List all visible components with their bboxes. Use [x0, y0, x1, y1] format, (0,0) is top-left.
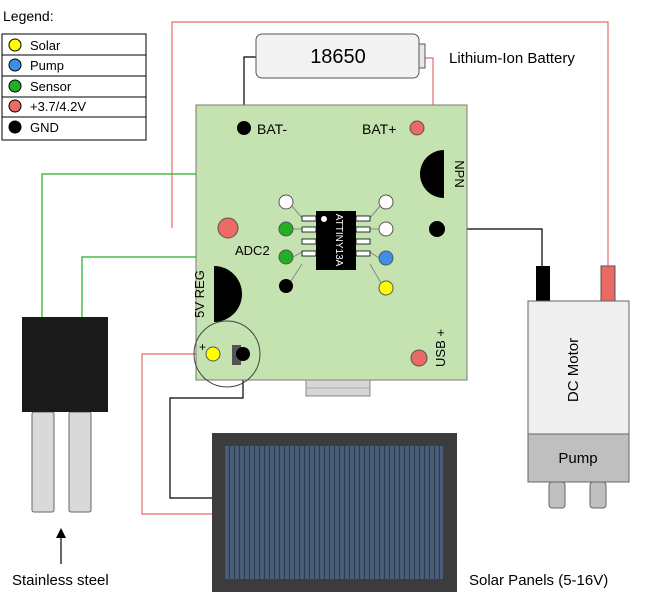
motor-body — [527, 300, 630, 435]
pin-pad-4 — [279, 279, 293, 293]
capacitor-plus-label: + — [199, 340, 206, 354]
pump-swatch-icon — [8, 58, 22, 72]
bat-minus-label: BAT- — [257, 121, 287, 137]
power-swatch-icon — [8, 99, 22, 113]
solar-panel: Solar Panels (5-16V) — [212, 433, 608, 592]
capacitor-outline — [193, 320, 261, 388]
pin-pad-3 — [278, 249, 294, 265]
chip-pin1-marker — [321, 216, 327, 222]
regulator-label: 5V REG — [192, 270, 207, 318]
pin-pad-1 — [278, 194, 294, 210]
npn-pad — [429, 221, 445, 237]
probe-right — [68, 411, 92, 513]
bat-minus-pad — [237, 121, 251, 135]
bat-plus-pad — [409, 120, 425, 136]
sensor-caption: Stainless steel — [12, 572, 109, 589]
capacitor: + — [193, 320, 261, 388]
legend-item-solar: Solar — [8, 38, 61, 53]
legend-item-power: +3.7/4.2V — [8, 99, 86, 114]
legend-item-pump: Pump — [8, 58, 64, 73]
sensor-head — [22, 317, 108, 412]
pump-body — [527, 433, 630, 483]
pump-nozzle-right — [589, 481, 607, 509]
power-pad — [217, 217, 239, 239]
legend-label: Solar — [30, 38, 61, 53]
motor-terminal-negative — [536, 266, 550, 301]
pcb-board: BAT- BAT+ NPN ADC2 — [192, 104, 468, 397]
chip-label: ATTINY13A — [333, 214, 344, 267]
solar-swatch-icon — [8, 38, 22, 52]
npn-transistor — [420, 150, 444, 198]
moisture-sensor: Stainless steel — [12, 317, 109, 589]
pin-pad-7 — [378, 221, 394, 237]
legend-item-sensor: Sensor — [8, 79, 72, 94]
traces — [290, 205, 382, 284]
pump-nozzle-left — [548, 481, 566, 509]
gnd-swatch-icon — [8, 120, 22, 134]
battery-terminal — [418, 43, 426, 69]
bat-plus-label: BAT+ — [362, 121, 396, 137]
sensor-swatch-icon — [8, 79, 22, 93]
solar-caption: Solar Panels (5-16V) — [469, 572, 608, 589]
wire-motor-negative — [437, 228, 543, 268]
legend-box — [1, 33, 147, 141]
usb-label: USB + — [433, 329, 448, 367]
legend: Legend: Solar Pump Sensor +3.7/4.2V GND — [1, 8, 147, 141]
battery-caption: Lithium-Ion Battery — [449, 50, 575, 67]
capacitor-pad-minus — [236, 347, 250, 361]
wire-bat-minus — [243, 56, 256, 128]
probe-left — [31, 411, 55, 513]
usb-plus-pad — [410, 349, 428, 367]
pump-label: Pump — [558, 450, 597, 467]
battery: 18650 Lithium-Ion Battery — [255, 33, 575, 79]
pin-pad-2 — [278, 221, 294, 237]
pin-pad-8 — [378, 194, 394, 210]
wire-power-main — [171, 21, 609, 268]
motor-terminal-positive — [600, 265, 616, 302]
regulator — [214, 266, 242, 322]
legend-label: Pump — [30, 58, 64, 73]
legend-label: Sensor — [30, 79, 72, 94]
pin-pad-5 — [378, 280, 394, 296]
wire-solar-plus — [141, 353, 213, 515]
solar-panel-cells — [225, 446, 443, 579]
legend-item-gnd: GND — [8, 120, 59, 135]
pin-pad-6 — [378, 250, 394, 266]
attiny-chip: ATTINY13A — [301, 211, 371, 270]
legend-title: Legend: — [3, 8, 54, 24]
npn-label: NPN — [452, 160, 467, 187]
up-arrow-icon — [56, 528, 66, 538]
dc-motor: DC Motor Pump — [527, 265, 630, 509]
adc-label: ADC2 — [235, 243, 270, 258]
capacitor-pad-plus — [205, 346, 221, 362]
motor-label: DC Motor — [565, 338, 582, 402]
legend-label: GND — [30, 120, 59, 135]
battery-label: 18650 — [310, 46, 366, 68]
legend-label: +3.7/4.2V — [30, 99, 86, 114]
